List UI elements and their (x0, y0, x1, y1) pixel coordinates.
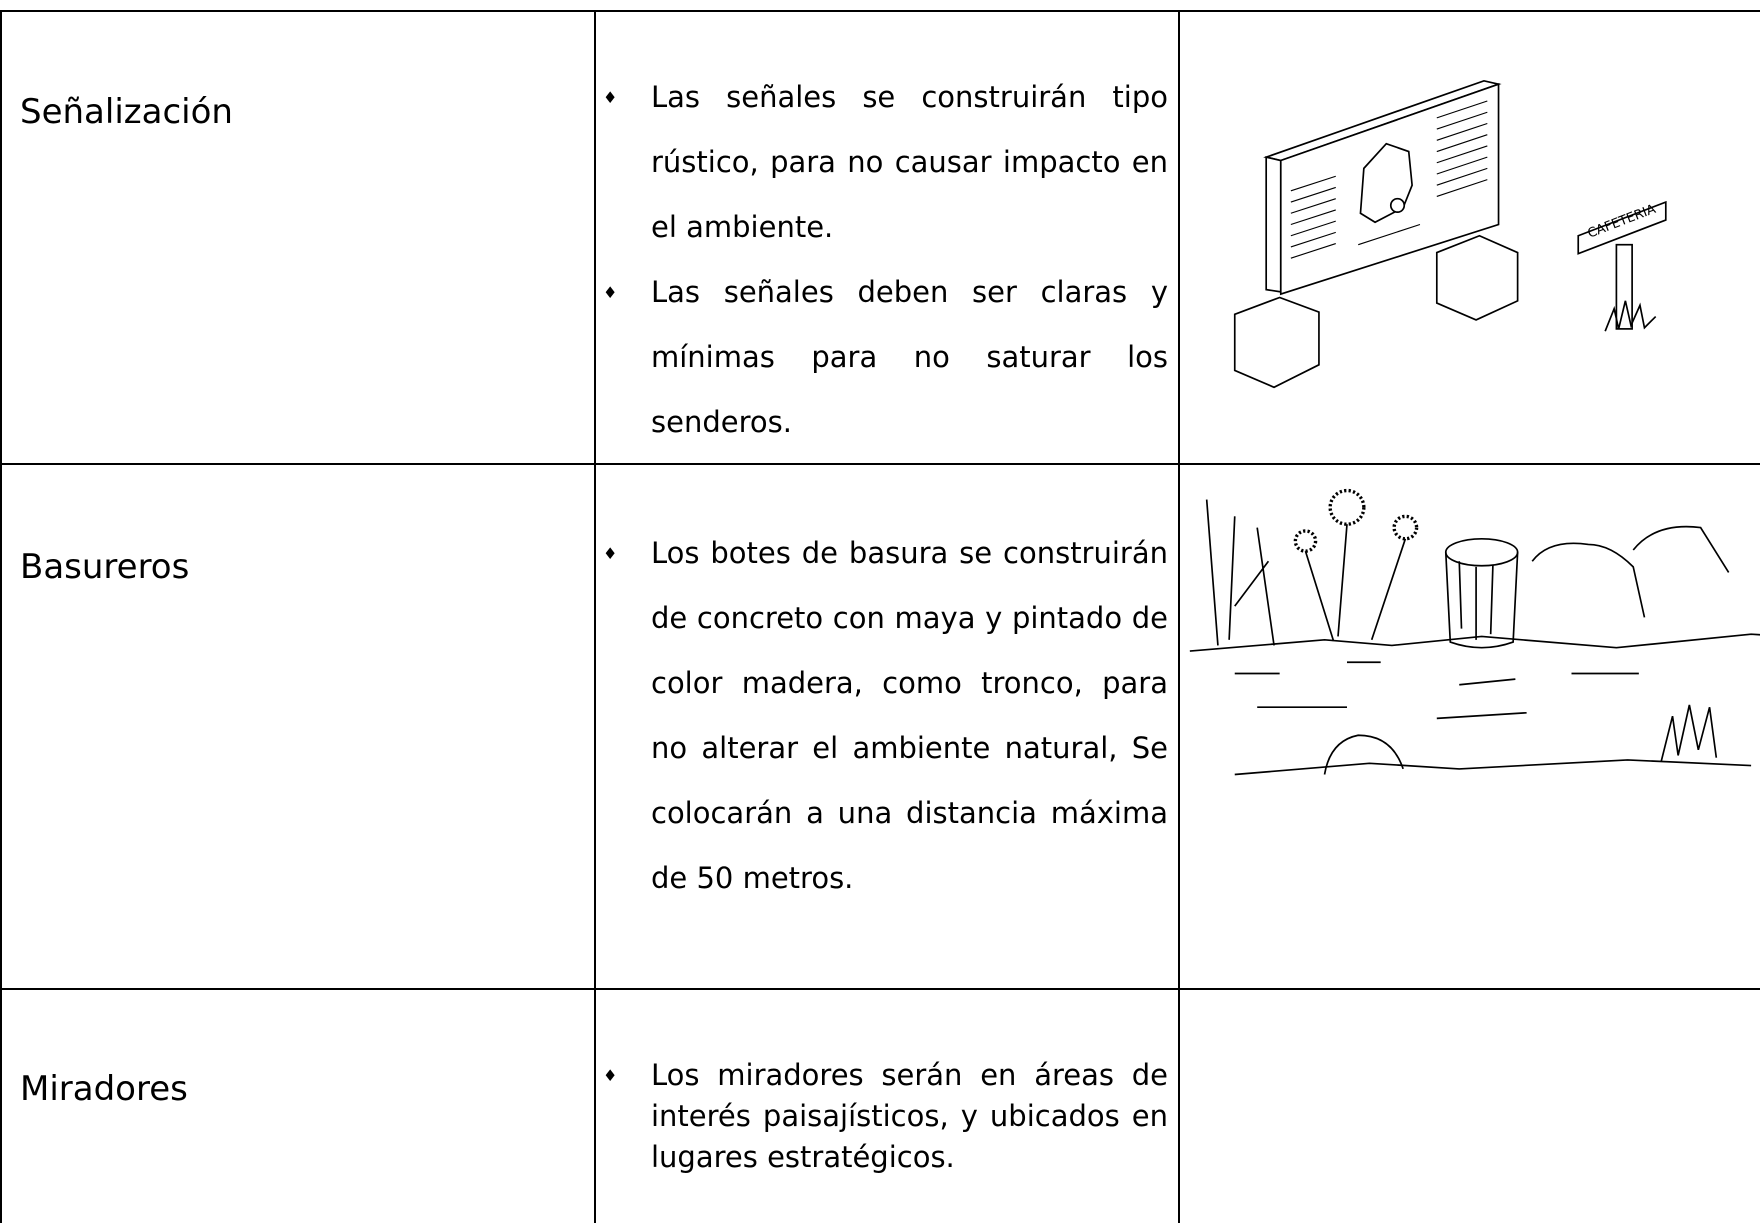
row-label: Miradores (20, 1069, 188, 1109)
row-label: Señalización (20, 92, 233, 132)
bullet-list: Los miradores serán en áreas de interés … (603, 1055, 1168, 1178)
bullet-list: Los botes de basura se construirán de co… (603, 521, 1168, 911)
bullet: Las señales deben ser claras y mínimas p… (603, 260, 1168, 455)
bullet: Los miradores serán en áreas de interés … (603, 1055, 1168, 1178)
bullet: Los botes de basura se construirán de co… (603, 521, 1168, 911)
row-label: Basureros (20, 547, 190, 587)
trash-illustration (1189, 488, 1760, 776)
sign-illustration (1233, 79, 1667, 389)
bullet-list: Las señales se construirán tipo rústico,… (603, 65, 1168, 455)
bullet: Las señales se construirán tipo rústico,… (603, 65, 1168, 260)
